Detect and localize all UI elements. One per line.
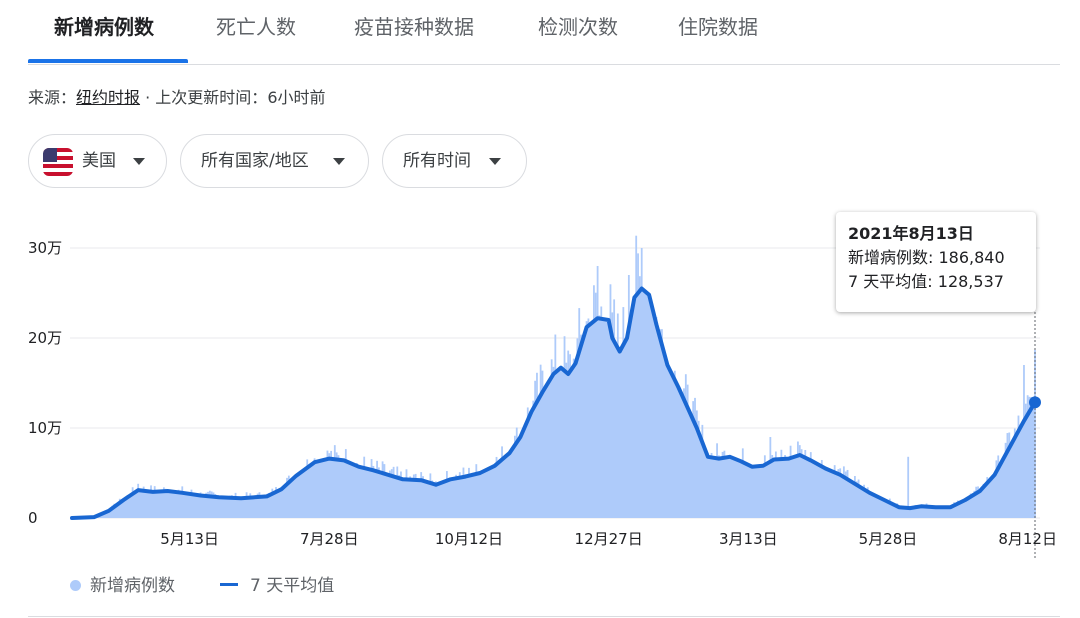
tooltip-date: 2021年8月13日 (848, 224, 974, 243)
highlight-point[interactable] (1029, 396, 1041, 409)
x-tick-label: 3月13日 (719, 530, 778, 548)
tooltip-average-label: 7 天平均值: (848, 272, 933, 291)
y-tick-label: 10万 (28, 419, 62, 437)
tab-hospitalizations[interactable]: 住院数据 (678, 15, 758, 39)
x-tick-label: 5月13日 (160, 530, 219, 548)
time-filter-label: 所有时间 (403, 151, 471, 171)
source-line: 来源：纽约时报 · 上次更新时间：6小时前 (28, 86, 326, 110)
y-tick-label: 0 (28, 509, 38, 527)
y-axis-ticks: 0 10万 20万 30万 (28, 239, 62, 527)
legend-average-label: 7 天平均值 (250, 576, 335, 596)
tab-tests[interactable]: 检测次数 (538, 15, 618, 39)
x-tick-label: 8月12日 (998, 530, 1057, 548)
tooltip-cases-value: 186,840 (938, 248, 1005, 267)
chevron-down-icon (133, 158, 145, 165)
bottom-divider (28, 616, 1060, 617)
chevron-down-icon (333, 158, 345, 165)
x-tick-label: 7月28日 (300, 530, 359, 548)
tooltip-cases: 新增病例数: 186,840 (848, 246, 1024, 270)
legend-dot-icon (70, 580, 81, 591)
region-filter-button[interactable]: 所有国家/地区 (180, 134, 369, 188)
daily-case-bar (907, 456, 910, 518)
legend-line-icon (220, 583, 238, 586)
x-tick-label: 12月27日 (575, 530, 643, 548)
region-filter-label: 所有国家/地区 (201, 151, 309, 171)
time-filter-button[interactable]: 所有时间 (382, 134, 527, 188)
chevron-down-icon (489, 158, 501, 165)
us-flag-icon (43, 148, 73, 176)
country-filter-label: 美国 (82, 151, 116, 171)
legend-cases-label: 新增病例数 (90, 576, 175, 596)
tooltip-cases-label: 新增病例数: (848, 248, 934, 267)
tab-vaccinations[interactable]: 疫苗接种数据 (354, 15, 474, 39)
source-prefix: 来源： (28, 88, 77, 107)
x-axis-ticks: 5月13日 7月28日 10月12日 12月27日 3月13日 5月28日 8月12日 (160, 530, 1057, 548)
source-link[interactable]: 纽约时报 (76, 88, 141, 107)
tooltip-average-value: 128,537 (937, 272, 1004, 291)
chart-tooltip: 2021年8月13日 新增病例数: 186,840 7 天平均值: 128,53… (836, 212, 1036, 312)
metric-tabs: 新增病例数 死亡人数 疫苗接种数据 检测次数 住院数据 (28, 0, 1060, 65)
updated-label: 上次更新时间： (155, 88, 268, 107)
active-tab-indicator (28, 59, 188, 63)
average-line (70, 286, 1037, 520)
average-area-fill (72, 288, 1035, 518)
updated-value: 6小时前 (267, 88, 326, 107)
source-separator: · (140, 88, 156, 107)
tooltip-average: 7 天平均值: 128,537 (848, 270, 1024, 294)
x-tick-label: 5月28日 (859, 530, 918, 548)
y-tick-label: 20万 (28, 329, 62, 347)
legend-item-cases[interactable]: 新增病例数 (70, 574, 175, 598)
tab-new-cases[interactable]: 新增病例数 (54, 15, 154, 39)
country-filter-button[interactable]: 美国 (28, 134, 167, 188)
legend-item-average[interactable]: 7 天平均值 (220, 574, 334, 598)
x-tick-label: 10月12日 (435, 530, 503, 548)
y-tick-label: 30万 (28, 239, 62, 257)
tab-deaths[interactable]: 死亡人数 (216, 15, 296, 39)
